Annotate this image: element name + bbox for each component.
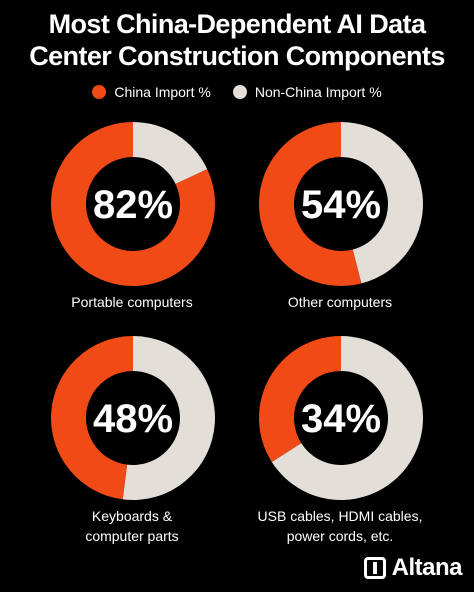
chart-title: Most China-Dependent AI Data Center Cons… <box>0 8 474 72</box>
caption-portable-computers: Portable computers <box>32 292 232 312</box>
legend-swatch-non-china <box>232 85 247 99</box>
donut-center-label: 82% <box>93 183 173 227</box>
caption-line: Portable computers <box>71 294 193 310</box>
caption-line: USB cables, HDMI cables, <box>257 508 423 524</box>
slice-china <box>259 122 362 286</box>
caption-line: power cords, etc. <box>286 528 394 544</box>
caption-usb-cables: USB cables, HDMI cables, power cords, et… <box>230 506 450 546</box>
legend-swatch-china <box>92 85 107 99</box>
legend-item-non-china: Non-China Import % <box>232 84 382 100</box>
title-line-1: Most China-Dependent AI Data <box>48 9 426 39</box>
donut-center-label: 34% <box>301 397 381 441</box>
donut-center-label: 54% <box>301 183 381 227</box>
title-line-2: Center Construction Components <box>29 41 445 71</box>
caption-other-computers: Other computers <box>240 292 440 312</box>
slice-non-china <box>133 122 208 184</box>
slice-non-china <box>122 336 216 501</box>
slice-china <box>51 336 133 500</box>
legend-item-china: China Import % <box>92 84 211 100</box>
caption-line: Other computers <box>287 294 393 310</box>
donut-center-label: 48% <box>93 397 173 441</box>
altana-logo-icon <box>363 557 386 579</box>
slice-china <box>50 122 215 286</box>
logo-text: Altana <box>391 554 463 581</box>
slice-non-china <box>341 122 423 284</box>
legend: China Import % Non-China Import % <box>0 84 474 100</box>
caption-line: Keyboards & <box>91 508 173 524</box>
slice-china <box>259 336 341 462</box>
caption-keyboards: Keyboards & computer parts <box>32 506 232 546</box>
slice-non-china <box>271 336 423 501</box>
altana-logo: Altana <box>363 554 463 582</box>
legend-label-china: China Import % <box>114 84 211 100</box>
caption-line: computer parts <box>85 528 179 544</box>
legend-label-non-china: Non-China Import % <box>254 84 382 100</box>
